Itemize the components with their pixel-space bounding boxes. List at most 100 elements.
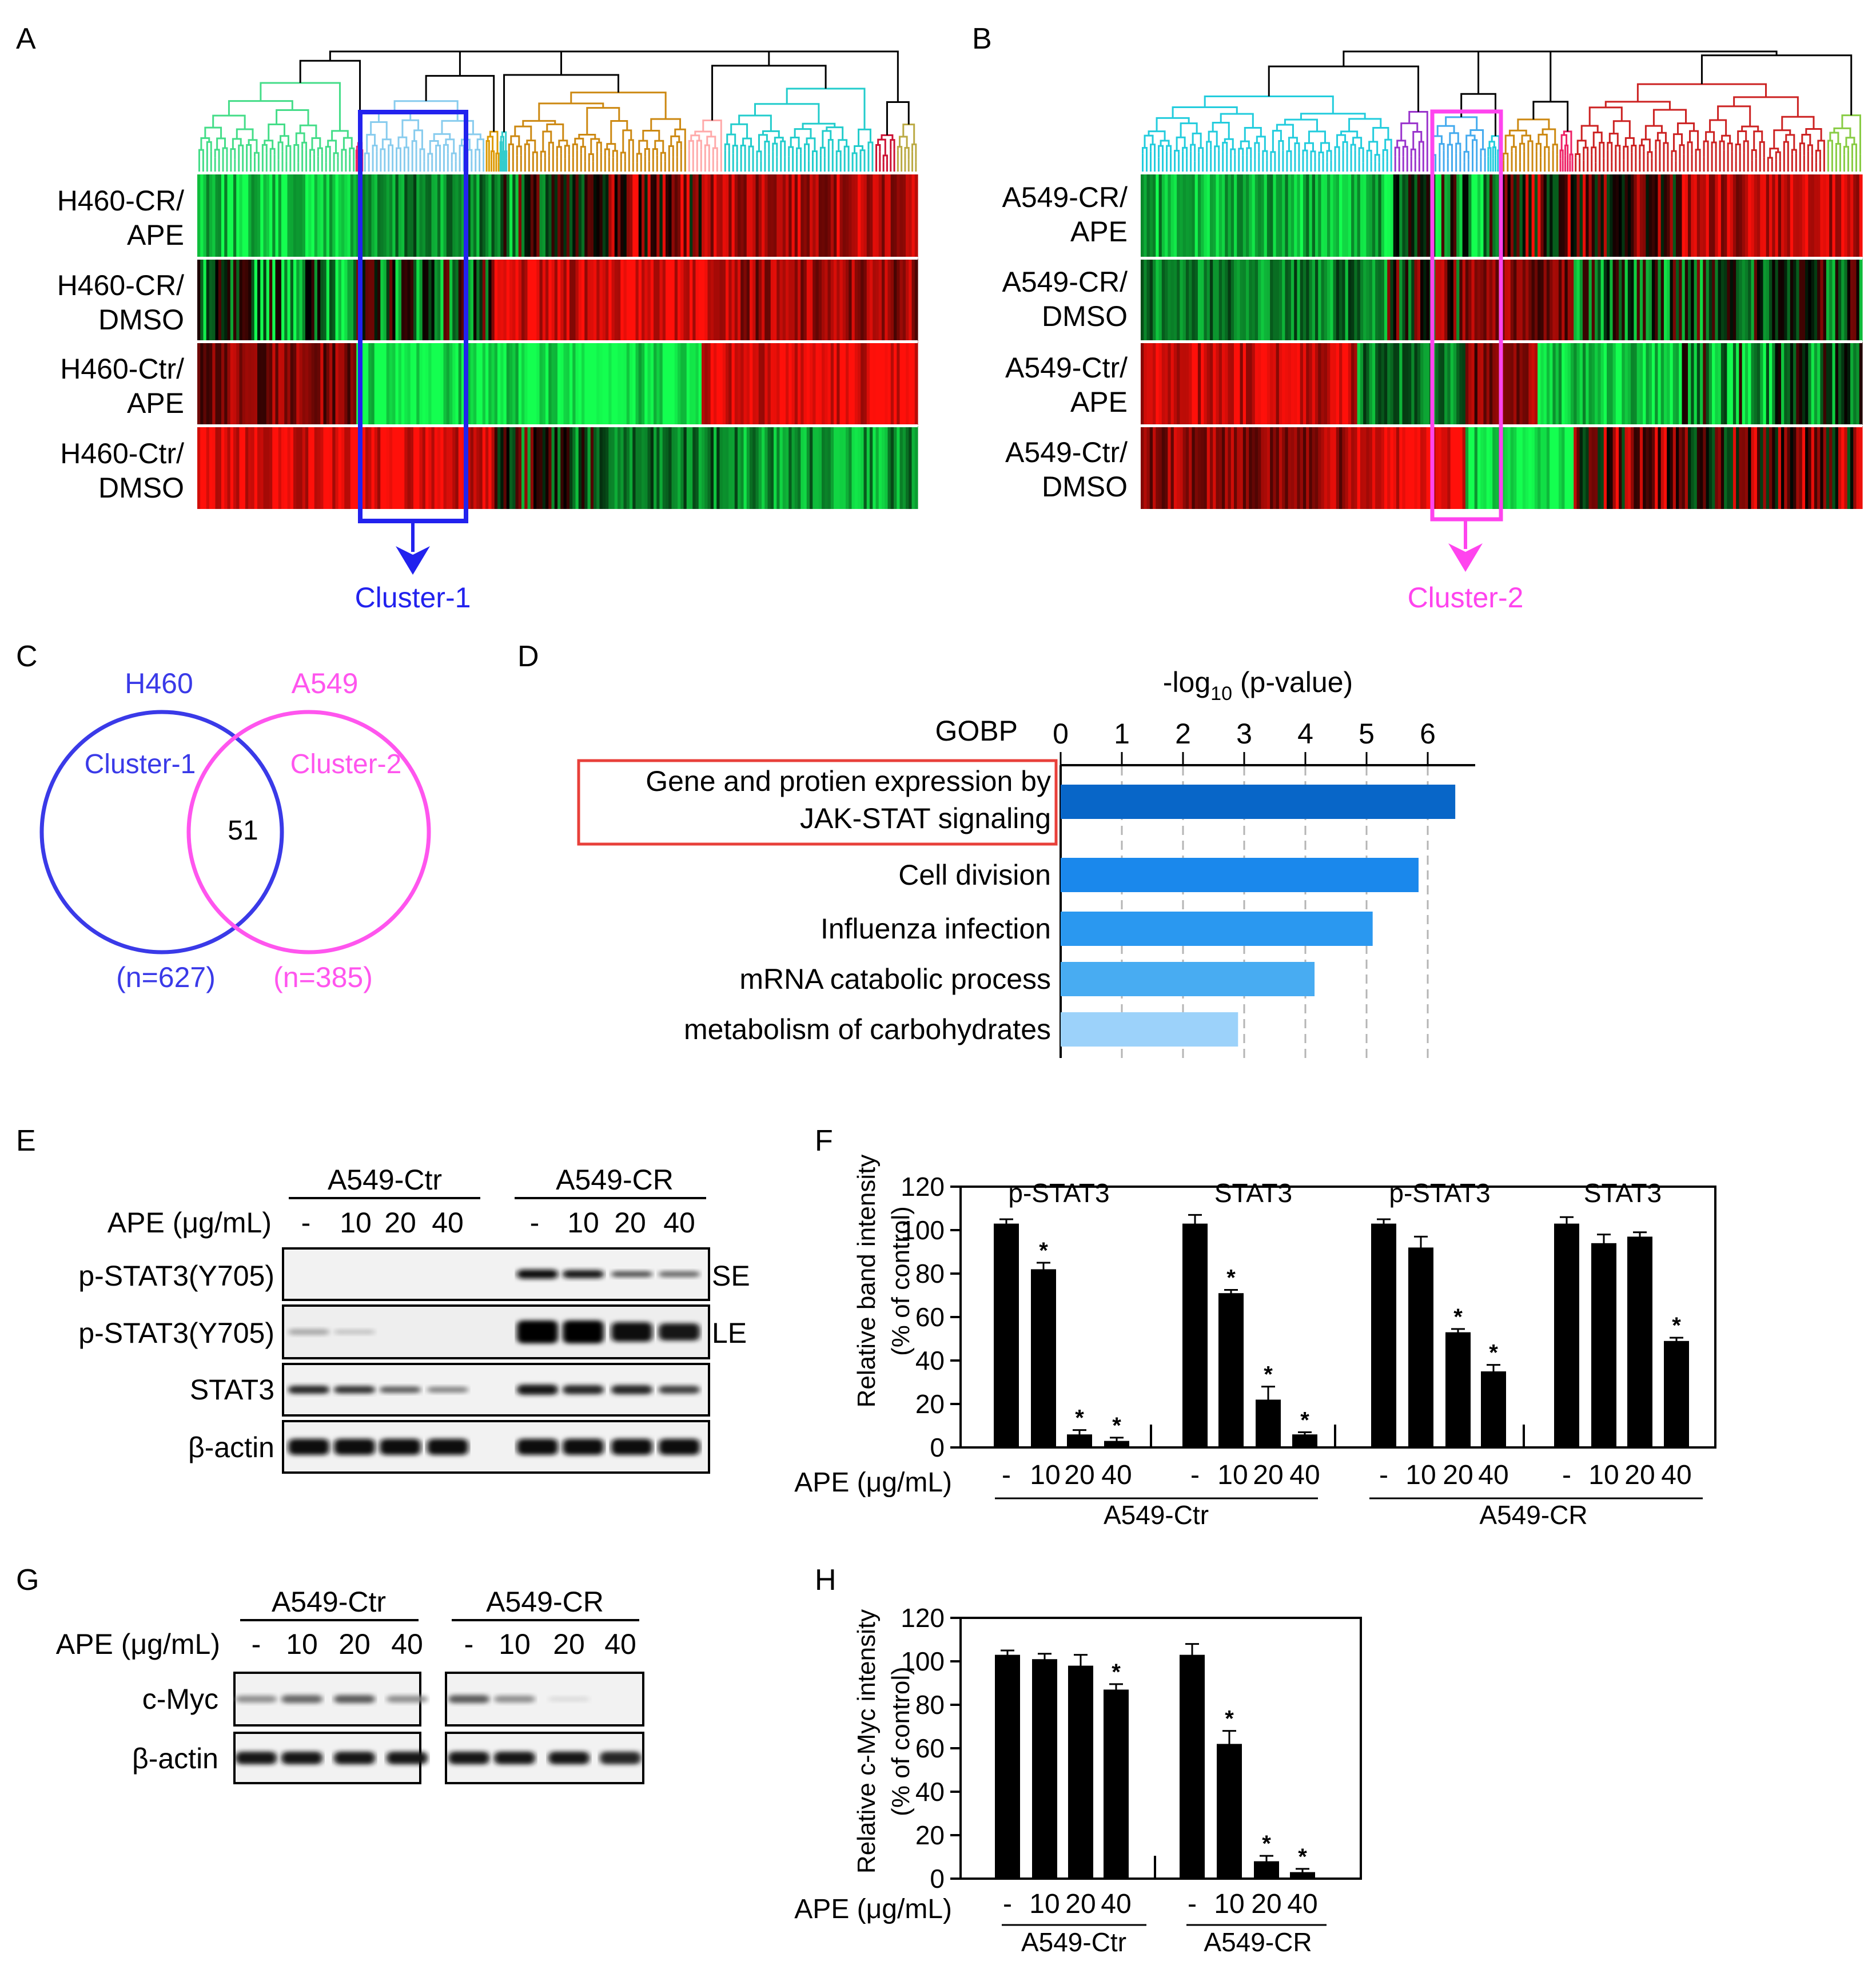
- heatmap-cell: [281, 258, 285, 341]
- heatmap-cell: [338, 342, 342, 425]
- heatmap-cell: [1218, 426, 1222, 509]
- heatmap-cell: [1796, 426, 1800, 509]
- heatmap-cell: [272, 342, 276, 425]
- heatmap-cell: [878, 342, 882, 425]
- heatmap-cell: [1345, 426, 1349, 509]
- heatmap-cell: [1462, 174, 1466, 257]
- y-tick-label: 40: [915, 1777, 945, 1807]
- heatmap-cell: [1324, 258, 1328, 341]
- heatmap-cell: [497, 258, 501, 341]
- dendrogram-link: [524, 143, 530, 152]
- f-group-cr: A549-CR: [1479, 1500, 1587, 1530]
- heatmap-cell: [209, 342, 213, 425]
- heatmap-cell: [1170, 258, 1174, 341]
- heatmap-cell: [659, 426, 663, 509]
- heatmap-cell: [1242, 174, 1246, 257]
- heatmap-cell: [698, 426, 702, 509]
- heatmap-cell: [257, 426, 261, 509]
- heatmap-cell: [440, 426, 444, 509]
- e-dose: 40: [663, 1207, 695, 1239]
- heatmap-cell: [1339, 258, 1343, 341]
- heatmap-cell: [1787, 258, 1791, 341]
- dendrogram-link: [674, 128, 686, 153]
- g-dose: -: [252, 1628, 261, 1660]
- heatmap-cell: [428, 258, 432, 341]
- heatmap-cell: [1366, 258, 1370, 341]
- heatmap-cell: [726, 258, 729, 341]
- heatmap-cell: [714, 174, 717, 257]
- heatmap-cell: [1574, 342, 1578, 425]
- heatmap-cell: [1586, 174, 1590, 257]
- heatmap-cell: [758, 174, 762, 257]
- dendrogram-link: [851, 152, 858, 160]
- heatmap-cell: [1282, 426, 1285, 509]
- e-row-label: STAT3: [190, 1374, 274, 1406]
- heatmap-cell: [515, 174, 519, 257]
- dendrogram-link: [1564, 144, 1569, 156]
- heatmap-cell: [590, 342, 594, 425]
- heatmap-cell: [798, 258, 801, 341]
- heatmap-cell: [332, 258, 336, 341]
- heatmap-cell: [197, 426, 201, 509]
- heatmap-cell: [440, 174, 444, 257]
- heatmap-cell: [230, 258, 234, 341]
- heatmap-cell: [1237, 174, 1241, 257]
- heatmap-cell: [1624, 426, 1628, 509]
- heatmap-cell: [1261, 426, 1265, 509]
- dendrogram-link: [538, 102, 604, 121]
- heatmap-cell: [825, 426, 829, 509]
- dendrogram-link: [1224, 138, 1234, 149]
- heatmap-cell: [521, 174, 525, 257]
- heatmap-cell: [1285, 426, 1289, 509]
- bar: [994, 1223, 1019, 1447]
- heatmap-cell: [1486, 258, 1490, 341]
- heatmap-cell: [740, 426, 744, 509]
- dendrogram-link: [1817, 140, 1825, 151]
- heatmap-cell: [870, 426, 873, 509]
- heatmap-cell: [1408, 258, 1412, 341]
- heatmap-cell: [1300, 258, 1304, 341]
- heatmap-cell: [722, 258, 726, 341]
- dendrogram-link: [890, 139, 895, 150]
- heatmap-cell: [734, 342, 738, 425]
- heatmap-cell: [1720, 258, 1724, 341]
- heatmap-cell: [911, 426, 915, 509]
- heatmap-cell: [1552, 258, 1556, 341]
- heatmap-cell: [1303, 426, 1307, 509]
- dendrogram-link: [1180, 122, 1198, 138]
- dendrogram-link: [248, 139, 258, 153]
- heatmap-cell: [854, 426, 858, 509]
- panel-letter-e: E: [16, 1124, 36, 1157]
- heatmap-cell: [401, 342, 405, 425]
- heatmap-cell: [1576, 258, 1580, 341]
- heatmap-cell: [380, 258, 384, 341]
- heatmap-cell: [527, 342, 531, 425]
- d-category-label: metabolism of carbohydrates: [684, 1013, 1051, 1045]
- heatmap-cell: [581, 258, 585, 341]
- heatmap-cell: [563, 426, 567, 509]
- heatmap-cell: [1775, 258, 1779, 341]
- heatmap-cell: [239, 426, 243, 509]
- heatmap-cell: [1153, 426, 1156, 509]
- heatmap-cell: [323, 174, 327, 257]
- heatmap-cell: [1240, 426, 1244, 509]
- heatmap-cell: [1357, 174, 1361, 257]
- heatmap-cell: [1375, 258, 1379, 341]
- heatmap-cell: [1459, 258, 1463, 341]
- heatmap-cell: [704, 258, 708, 341]
- heatmap-cell: [485, 174, 489, 257]
- heatmap-cell: [662, 174, 666, 257]
- dose-label: -: [1002, 1460, 1011, 1490]
- heatmap-cell: [1375, 342, 1379, 425]
- heatmap-cell: [443, 342, 447, 425]
- heatmap-cell: [620, 174, 624, 257]
- heatmap-cell: [863, 342, 867, 425]
- heatmap-cell: [317, 426, 321, 509]
- f-ylabel-1: Relative band intensity: [853, 1155, 881, 1408]
- heatmap-cell: [467, 174, 471, 257]
- heatmap-cell: [1294, 258, 1298, 341]
- heatmap-cell: [332, 342, 336, 425]
- blot-band: [380, 1439, 421, 1455]
- heatmap-cell: [1598, 342, 1602, 425]
- heatmap-cell: [1291, 258, 1295, 341]
